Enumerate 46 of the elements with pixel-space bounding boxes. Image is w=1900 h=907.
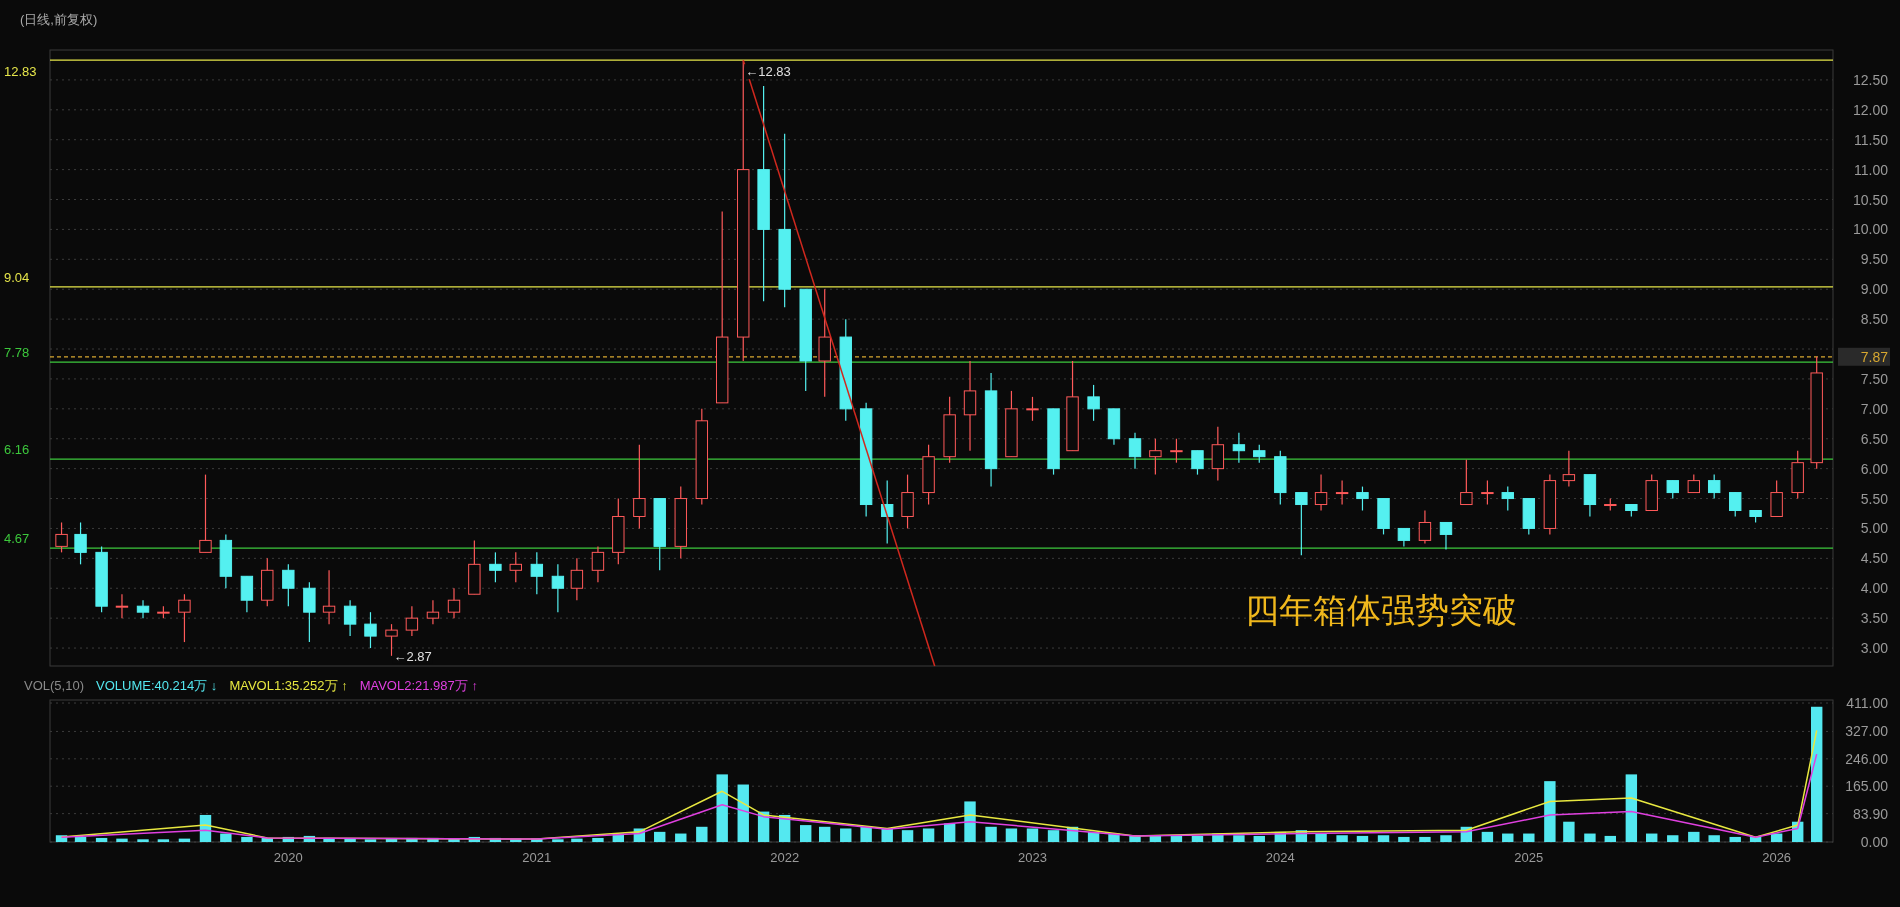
x-tick-label: 2021 <box>522 850 552 865</box>
x-tick-label: 2023 <box>1018 850 1047 865</box>
y-tick-label: 3.00 <box>1860 640 1889 657</box>
y-tick-label: 327.00 <box>1845 723 1889 740</box>
y-tick-label: 11.50 <box>1854 131 1889 148</box>
y-tick-label: 5.50 <box>1860 490 1889 507</box>
y-tick-label: 12.00 <box>1852 101 1889 118</box>
text: MAVOL2:21.987万 ↑ <box>359 678 478 693</box>
y-tick-label: 10.00 <box>1852 221 1889 238</box>
y-tick-label: 3.50 <box>1860 610 1889 627</box>
y-tick-label: 10.50 <box>1852 191 1889 208</box>
text: VOLUME:40.214万 ↓ <box>95 678 218 693</box>
x-tick-label: 2022 <box>770 850 800 865</box>
annotation: 四年箱体强势突破 <box>1245 591 1517 629</box>
annotation: ←2.87 <box>393 648 432 664</box>
y-tick-label: 7.50 <box>1860 370 1889 387</box>
x-tick-label: 2025 <box>1514 850 1544 865</box>
x-tick-label: 2026 <box>1762 850 1792 865</box>
y-tick-label: 6.00 <box>1860 460 1889 477</box>
y-tick-label: 9.00 <box>1860 281 1889 298</box>
y-tick-label: 7.00 <box>1860 400 1889 417</box>
chart-title: VOL(5,10) <box>24 678 84 693</box>
y-tick-label: 9.50 <box>1860 251 1889 268</box>
ref-line-label: 12.83 <box>4 64 37 80</box>
ref-line-label: 9.04 <box>4 269 30 285</box>
annotation: ←12.83 <box>745 64 791 80</box>
ref-line-label: 7.78 <box>4 345 30 361</box>
y-tick-label: 411.00 <box>1846 695 1889 712</box>
y-tick-label: 83.90 <box>1852 805 1889 822</box>
y-tick-label: 246.00 <box>1845 750 1889 767</box>
y-tick-label: 6.50 <box>1860 430 1889 447</box>
y-tick-label: 4.50 <box>1860 550 1889 567</box>
y-tick-label: 12.50 <box>1852 71 1889 88</box>
ref-line-label: 4.67 <box>4 531 30 547</box>
ref-line-label: 6.16 <box>4 442 30 458</box>
chart-subtitle: (日线,前复权) <box>20 12 98 27</box>
y-tick-label: 0.00 <box>1860 834 1889 850</box>
y-tick-label: 165.00 <box>1845 778 1889 795</box>
x-tick-label: 2020 <box>273 850 303 865</box>
y-tick-label: 11.00 <box>1854 161 1889 178</box>
x-tick-label: 2024 <box>1265 850 1295 865</box>
text: MAVOL1:35.252万 ↑ <box>229 678 348 693</box>
y-tick-label: 4.00 <box>1860 580 1889 597</box>
y-tick-label: 8.50 <box>1860 311 1889 328</box>
ref-line-label: 7.87 <box>1860 348 1889 365</box>
y-tick-label: 5.00 <box>1860 520 1889 537</box>
